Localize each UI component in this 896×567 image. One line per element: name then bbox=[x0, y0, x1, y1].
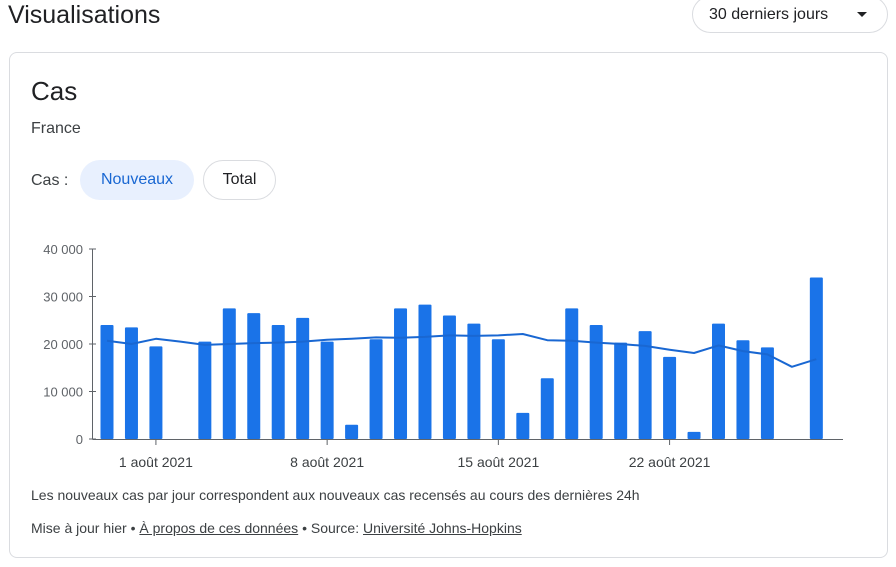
bar bbox=[296, 317, 310, 439]
total-cases-chip[interactable]: Total bbox=[203, 160, 276, 200]
update-info: Mise à jour hier • bbox=[31, 520, 136, 536]
bar bbox=[198, 341, 212, 439]
bar bbox=[320, 341, 334, 439]
data-meta: Mise à jour hier • À propos de ces donné… bbox=[31, 520, 522, 536]
bar bbox=[589, 325, 603, 439]
bar bbox=[809, 277, 823, 439]
bar bbox=[100, 325, 114, 439]
chart-footnote: Les nouveaux cas par jour correspondent … bbox=[31, 487, 640, 503]
bar bbox=[638, 331, 652, 439]
new-cases-chip[interactable]: Nouveaux bbox=[80, 160, 194, 200]
bar bbox=[540, 378, 554, 439]
bar bbox=[222, 308, 236, 439]
cases-chart: 0 10 000 20 000 30 000 40 000 1 août 2021 8 ao… bbox=[43, 242, 843, 470]
caret-down-icon bbox=[857, 12, 867, 17]
y-tick-label: 0 bbox=[76, 432, 83, 447]
cases-card: Cas France Cas : Nouveaux Total 0 10 000 2… bbox=[9, 52, 888, 558]
bar bbox=[712, 323, 725, 439]
x-tick-label: 22 août 2021 bbox=[629, 454, 711, 470]
card-title: Cas bbox=[31, 76, 78, 106]
date-range-dropdown[interactable]: 30 derniers jours bbox=[692, 0, 888, 33]
bar bbox=[760, 347, 774, 439]
bar bbox=[467, 323, 481, 439]
bar bbox=[516, 412, 530, 439]
bar bbox=[663, 356, 677, 439]
bar bbox=[565, 308, 579, 439]
bar bbox=[124, 327, 138, 439]
x-tick-label: 15 août 2021 bbox=[457, 454, 539, 470]
source-link[interactable]: Université Johns-Hopkins bbox=[363, 520, 522, 536]
bar bbox=[442, 315, 456, 439]
page-title: Visualisations bbox=[8, 1, 161, 29]
y-tick-label: 10 000 bbox=[43, 385, 83, 400]
average-line bbox=[106, 333, 817, 368]
x-tick-label: 1 août 2021 bbox=[119, 454, 193, 470]
bar bbox=[687, 431, 701, 439]
x-tick-label: 8 août 2021 bbox=[290, 454, 364, 470]
region-label: France bbox=[31, 120, 81, 137]
y-tick-label: 30 000 bbox=[43, 290, 83, 305]
bar bbox=[271, 325, 285, 439]
bar bbox=[736, 340, 750, 439]
bar bbox=[491, 339, 505, 439]
bar bbox=[394, 308, 408, 439]
y-tick-label: 20 000 bbox=[43, 337, 83, 352]
source-prefix: • Source: bbox=[302, 520, 360, 536]
toggle-label: Cas : bbox=[31, 172, 69, 189]
bar bbox=[345, 424, 359, 439]
bar bbox=[369, 339, 383, 439]
date-range-label: 30 derniers jours bbox=[709, 5, 829, 23]
bar bbox=[247, 313, 261, 439]
about-data-link[interactable]: À propos de ces données bbox=[139, 520, 299, 536]
bar bbox=[418, 304, 432, 439]
bar bbox=[149, 346, 163, 439]
y-tick-label: 40 000 bbox=[43, 242, 83, 257]
bar bbox=[614, 342, 628, 439]
